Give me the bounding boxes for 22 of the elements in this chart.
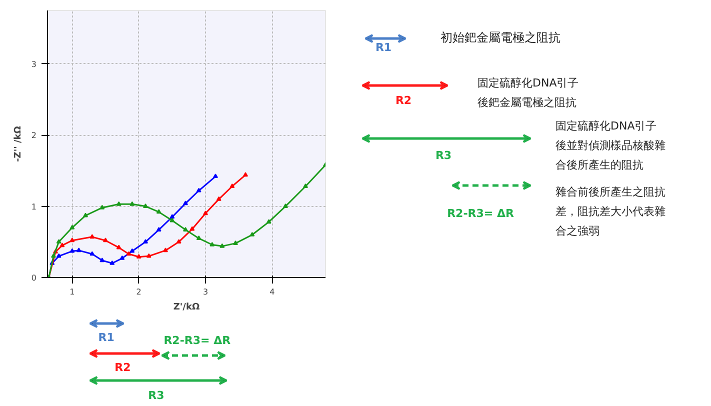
x-tick-label: 2: [136, 288, 142, 296]
text: 固定硫醇化DNA引子後並對偵測樣品核酸雜合後所產生的阻抗: [556, 120, 666, 172]
text: 初始鈀金屬電極之阻抗: [440, 30, 560, 44]
x-axis-title: Z'/kΩ: [173, 302, 200, 312]
y-axis-title: -Z'' /kΩ: [13, 126, 24, 162]
x-tick-label: 3: [202, 288, 208, 296]
text: R1: [375, 41, 392, 54]
text: R3: [435, 149, 452, 162]
text: 雜合前後所產生之阻抗差，阻抗差大小代表雜合之強弱: [556, 186, 666, 238]
text: R2: [395, 94, 412, 107]
y-tick-label: 0: [31, 274, 37, 282]
text: R3: [148, 389, 164, 402]
y-tick-label: 2: [31, 131, 37, 140]
x-tick-label: 1: [70, 288, 75, 296]
text: 固定硫醇化DNA引子後鈀金屬電極之阻抗: [478, 76, 579, 109]
x-tick-label: 4: [270, 288, 275, 296]
y-tick-label: 1: [31, 202, 37, 212]
y-tick-label: 3: [31, 60, 37, 69]
text: R1: [98, 331, 114, 344]
text: R2-R3= ΔR: [164, 334, 232, 347]
text: R2-R3= ΔR: [447, 207, 514, 220]
text: R2: [114, 361, 131, 374]
